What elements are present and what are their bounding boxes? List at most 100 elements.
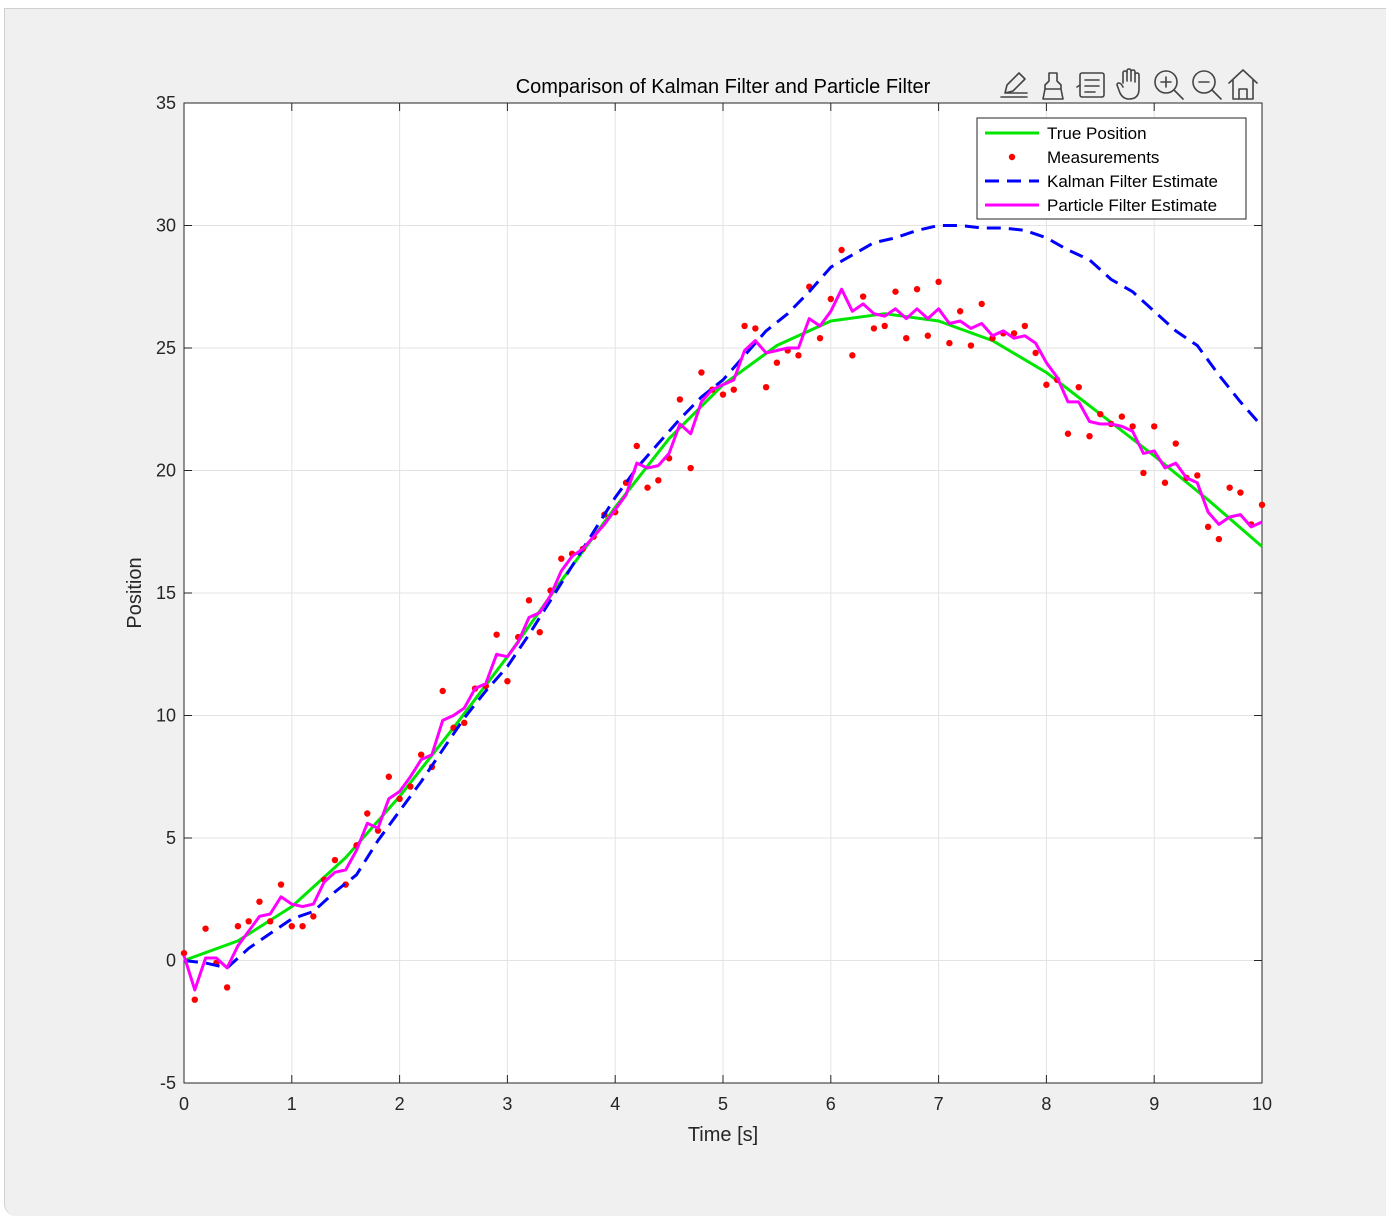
pan-icon[interactable] <box>1116 68 1140 100</box>
x-tick-label: 3 <box>502 1094 512 1114</box>
measurement-point <box>1258 501 1266 508</box>
measurement-point <box>752 325 759 332</box>
measurement-point <box>234 923 242 930</box>
x-tick-label: 8 <box>1041 1094 1051 1114</box>
measurement-point <box>364 810 371 817</box>
measurement-point <box>1151 423 1158 430</box>
measurement-point <box>741 322 748 330</box>
zoom-out-icon[interactable] <box>1192 70 1222 100</box>
x-tick-label: 4 <box>610 1094 620 1114</box>
measurement-point <box>719 391 727 398</box>
measurement-point <box>924 332 932 339</box>
measurement-point <box>536 629 543 636</box>
measurement-point <box>762 384 770 391</box>
x-tick-label: 2 <box>395 1094 405 1114</box>
measurement-point <box>267 918 274 925</box>
measurement-point <box>299 923 306 930</box>
measurement-point <box>946 339 953 347</box>
measurement-point <box>1043 381 1050 388</box>
edit-plot-icon[interactable] <box>1000 72 1028 98</box>
measurement-point <box>277 881 285 888</box>
measurement-point <box>1075 384 1082 391</box>
grid-lines <box>183 102 1263 1084</box>
measurement-point <box>978 300 985 308</box>
legend-item-measurements-label: Measurements <box>1047 148 1159 167</box>
data-tips-icon[interactable] <box>1076 72 1105 98</box>
measurement-point <box>816 335 824 342</box>
measurement-point <box>1215 535 1223 543</box>
measurement-point <box>417 751 425 758</box>
legend-box <box>976 117 1247 220</box>
measurement-point <box>687 464 694 472</box>
x-tick-label: 5 <box>718 1094 728 1114</box>
measurement-point <box>407 783 414 790</box>
measurement-point <box>504 678 511 685</box>
particle-filter-estimate-line <box>182 287 1263 992</box>
measurement-point <box>331 856 339 864</box>
measurement-point <box>1129 423 1136 430</box>
y-tick-label: 0 <box>166 951 176 971</box>
background-window-edge <box>0 0 6 1215</box>
y-tick-label: -5 <box>160 1073 176 1093</box>
measurement-point <box>892 288 899 295</box>
measurement-point <box>191 996 198 1003</box>
measurement-point <box>558 555 565 562</box>
x-tick-label: 0 <box>179 1094 189 1114</box>
measurement-point <box>310 913 317 920</box>
measurement-point <box>1237 489 1244 496</box>
measurement-point <box>838 246 845 254</box>
x-tick-label: 9 <box>1149 1094 1159 1114</box>
measurement-point <box>396 795 403 802</box>
measurement-point <box>202 925 209 932</box>
measurement-point <box>633 442 640 450</box>
measurement-point <box>655 477 662 484</box>
legend-item-measurements-swatch <box>1008 153 1016 161</box>
measurement-point <box>967 342 975 349</box>
measurement-point <box>1010 330 1018 337</box>
measurement-point <box>256 898 263 905</box>
measurement-point <box>493 631 500 638</box>
zoom-in-icon[interactable] <box>1154 70 1184 100</box>
measurement-point <box>1172 440 1179 447</box>
measurement-point <box>1118 413 1126 420</box>
measurement-point <box>773 359 781 366</box>
measurement-point <box>1064 430 1072 437</box>
measurement-point <box>903 335 910 342</box>
measurement-point <box>730 386 737 393</box>
measurement-point <box>1032 349 1039 357</box>
y-tick-label: 5 <box>166 828 176 848</box>
legend-items: True Position Measurements Kalman Filter E… <box>985 124 1218 215</box>
brush-icon[interactable] <box>1042 72 1064 100</box>
measurement-point <box>676 396 684 403</box>
legend-item-kalman-filter-estimate-label: Kalman Filter Estimate <box>1047 172 1218 191</box>
y-tick-label: 10 <box>156 706 176 726</box>
measurement-point <box>385 773 393 780</box>
measurement-point <box>935 278 942 286</box>
measurement-point <box>1140 469 1147 477</box>
measurement-point <box>913 286 921 293</box>
measurement-point <box>288 923 295 930</box>
measurement-point <box>859 293 867 300</box>
x-tick-label: 10 <box>1252 1094 1272 1114</box>
measurement-point <box>1226 484 1233 491</box>
measurement-point <box>1204 523 1212 531</box>
measurement-point <box>180 949 188 957</box>
measurement-point <box>698 369 705 376</box>
measurement-points <box>180 246 1266 1003</box>
y-axis-label: Position <box>124 557 146 628</box>
legend-item-true-position-label: True Position <box>1047 124 1147 143</box>
measurement-point <box>439 687 446 695</box>
measurement-point <box>461 719 468 727</box>
home-icon[interactable] <box>1228 69 1258 100</box>
measurement-point <box>1097 410 1104 418</box>
measurement-point <box>1194 472 1201 479</box>
measurement-point <box>1086 433 1093 440</box>
axes-toolbar <box>1000 68 1258 100</box>
measurement-point <box>827 295 834 303</box>
x-axis-label: Time [s] <box>688 1124 758 1146</box>
legend[interactable]: True Position Measurements Kalman Filter E… <box>976 117 1247 220</box>
measurement-point <box>795 352 802 359</box>
measurement-point <box>644 484 651 491</box>
